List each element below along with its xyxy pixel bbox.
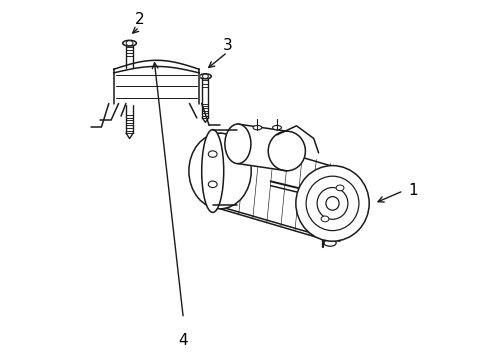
Ellipse shape	[295, 166, 368, 241]
Circle shape	[335, 185, 343, 191]
Ellipse shape	[305, 176, 358, 231]
Text: 1: 1	[407, 183, 417, 198]
Ellipse shape	[224, 124, 250, 163]
Ellipse shape	[122, 40, 136, 46]
Text: 2: 2	[134, 12, 144, 27]
Ellipse shape	[253, 126, 262, 130]
Polygon shape	[113, 69, 199, 104]
Ellipse shape	[202, 130, 224, 212]
Circle shape	[126, 41, 133, 46]
Ellipse shape	[199, 74, 211, 79]
Circle shape	[202, 74, 208, 78]
Polygon shape	[237, 124, 286, 171]
Circle shape	[208, 151, 217, 157]
Circle shape	[321, 216, 328, 222]
Circle shape	[208, 181, 217, 188]
Text: 4: 4	[178, 333, 188, 348]
Ellipse shape	[188, 133, 251, 209]
Ellipse shape	[325, 197, 339, 210]
Ellipse shape	[316, 188, 347, 219]
Ellipse shape	[268, 131, 305, 171]
Polygon shape	[220, 133, 329, 241]
Ellipse shape	[272, 126, 281, 130]
Text: 3: 3	[222, 37, 232, 53]
Ellipse shape	[323, 240, 336, 246]
